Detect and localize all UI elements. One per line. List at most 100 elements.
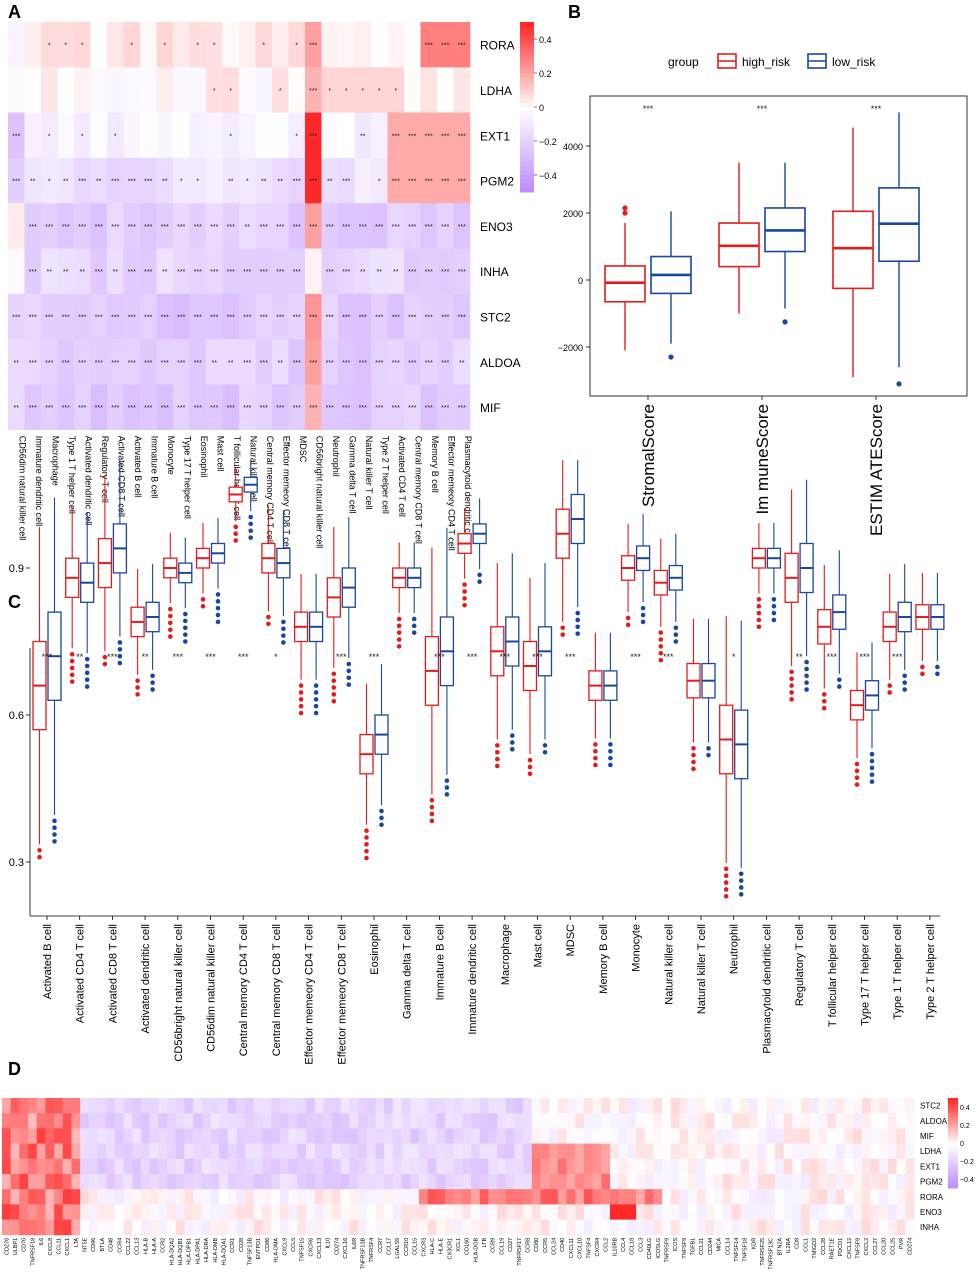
heatmap-d-cell <box>175 1098 185 1114</box>
panel-c-outlier <box>313 703 319 709</box>
heatmap-d-colorbar-label: −0.2 <box>960 1159 974 1166</box>
panel-c-outlier <box>298 703 304 709</box>
heatmap-a-sig: *** <box>425 224 433 231</box>
panel-c-outlier <box>429 818 435 824</box>
heatmap-d-col-label: CCR2 <box>161 1238 167 1253</box>
heatmap-d-cell <box>62 1158 72 1175</box>
heatmap-d-cell <box>114 1098 124 1114</box>
heatmap-d-colorbar-step <box>948 1143 958 1147</box>
heatmap-d-cell <box>835 1128 845 1144</box>
heatmap-a-sig: *** <box>194 405 202 412</box>
heatmap-d-cell <box>705 1158 715 1175</box>
heatmap-d-cell <box>575 1219 585 1236</box>
panel-c-outlier <box>542 743 548 748</box>
heatmap-d-cell <box>62 1143 72 1160</box>
heatmap-a-cell <box>74 203 91 249</box>
heatmap-d-cell <box>844 1189 854 1205</box>
heatmap-d-cell <box>444 1128 455 1144</box>
heatmap-d-cell <box>97 1098 107 1114</box>
heatmap-a-sig: *** <box>45 224 53 231</box>
heatmap-d-cell <box>731 1158 741 1175</box>
heatmap-d-cell <box>210 1098 220 1114</box>
heatmap-d-cell <box>627 1204 637 1220</box>
heatmap-d-cell <box>297 1128 307 1144</box>
heatmap-d-cell <box>358 1113 368 1129</box>
heatmap-d-col-label: CCL11 <box>56 1238 62 1255</box>
heatmap-a-cell <box>107 112 124 159</box>
heatmap-d-cell <box>514 1098 524 1114</box>
heatmap-a-cell <box>107 203 124 249</box>
heatmap-d-cell <box>861 1098 871 1114</box>
heatmap-d-cell <box>592 1189 602 1205</box>
heatmap-d-cell <box>366 1113 376 1129</box>
heatmap-d-cell <box>653 1219 663 1236</box>
heatmap-a-cell <box>288 339 306 385</box>
heatmap-a-cell <box>371 293 388 340</box>
heatmap-d-cell <box>887 1128 898 1144</box>
panel-c-outlier <box>691 752 696 758</box>
panel-c-sig: *** <box>434 652 445 662</box>
heatmap-d-cell <box>662 1113 672 1129</box>
heatmap-d-cell <box>731 1174 741 1190</box>
heatmap-a-cell <box>437 384 454 430</box>
heatmap-a-sig: *** <box>29 405 37 412</box>
heatmap-d-cell <box>670 1204 680 1220</box>
heatmap-a-sig: *** <box>293 360 301 367</box>
panel-c-outlier <box>510 733 515 738</box>
panel-c-x-label: Activated CD4 T cell <box>75 924 87 1023</box>
heatmap-d-cells <box>2 1098 915 1236</box>
heatmap-d-cell <box>705 1143 715 1160</box>
heatmap-d-cell <box>453 1174 463 1190</box>
heatmap-a-cell <box>239 293 256 340</box>
heatmap-a-colorbar-step <box>520 47 534 53</box>
heatmap-d-cell <box>740 1143 750 1160</box>
heatmap-d-cell <box>219 1143 229 1160</box>
heatmap-d-cell <box>688 1113 698 1129</box>
heatmap-d-cell <box>410 1113 420 1129</box>
heatmap-a-cell <box>338 293 355 340</box>
heatmap-a-row-label: ENO3 <box>480 220 513 234</box>
panel-c-outlier <box>69 679 75 684</box>
heatmap-a-cell <box>387 112 405 159</box>
heatmap-a-sig: *** <box>441 224 449 231</box>
panel-label-c: C <box>8 592 21 612</box>
heatmap-d-cell <box>80 1174 90 1190</box>
heatmap-d-cell <box>497 1158 507 1175</box>
heatmap-a-cell <box>74 293 91 340</box>
heatmap-d-cell <box>375 1143 385 1160</box>
heatmap-d-cell <box>497 1098 507 1114</box>
panel-c-outlier <box>183 618 188 624</box>
heatmap-d-cell <box>88 1189 98 1205</box>
heatmap-d-cell <box>97 1143 107 1160</box>
panel-c-x-label: Effector memeory CD4 T cell <box>304 924 316 1065</box>
heatmap-d-col-label: TGFB1 <box>691 1238 697 1256</box>
panel-c-y-tick-label: 0.9 <box>9 563 24 575</box>
heatmap-d-cell <box>896 1204 906 1220</box>
heatmap-d-cell <box>488 1113 498 1129</box>
heatmap-a-colorbar-step <box>520 56 534 61</box>
heatmap-d-cell <box>288 1098 298 1114</box>
heatmap-d-cell <box>297 1098 307 1114</box>
heatmap-a-cell <box>74 248 91 295</box>
panel-c-outlier <box>593 742 598 747</box>
heatmap-d-cell <box>253 1113 263 1129</box>
heatmap-a-cell <box>239 248 256 295</box>
heatmap-d-col-label: BTLA <box>100 1237 106 1251</box>
heatmap-d-cell <box>10 1128 20 1144</box>
heatmap-d-col-label: HLA-DQB1 <box>178 1238 184 1266</box>
heatmap-d-cell <box>471 1128 481 1144</box>
panel-c-outlier <box>560 625 565 631</box>
heatmap-d-cell <box>887 1098 898 1114</box>
heatmap-d-cell <box>844 1098 854 1114</box>
heatmap-d-col-label: TNFRSF13C <box>769 1238 775 1270</box>
heatmap-d-colorbar-label: 0.2 <box>960 1123 970 1130</box>
heatmap-d-cell <box>575 1098 585 1114</box>
heatmap-d-colorbar-step <box>948 1131 958 1135</box>
heatmap-a-cell <box>41 22 58 68</box>
heatmap-d-cell <box>54 1098 64 1114</box>
panel-c-outlier <box>150 680 155 685</box>
heatmap-d-cell <box>149 1219 159 1236</box>
panel-c-outlier <box>396 644 402 649</box>
heatmap-a-sig: *** <box>161 224 169 231</box>
heatmap-a-cell <box>189 339 207 385</box>
